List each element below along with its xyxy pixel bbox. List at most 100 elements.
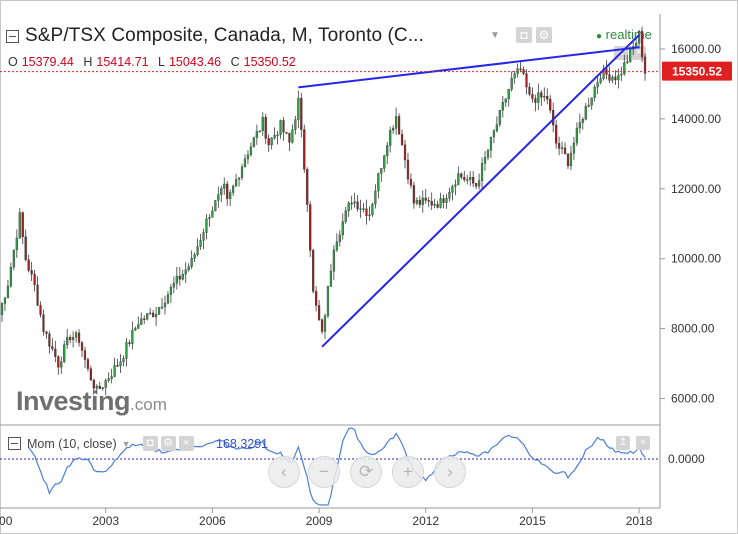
candle-body [181, 274, 184, 280]
settings-icon[interactable]: ◘ [516, 27, 532, 43]
candle-body [252, 137, 255, 148]
candle-body [555, 124, 558, 144]
candle-body [258, 130, 261, 133]
candle-body [534, 98, 537, 103]
candle-body [433, 204, 436, 206]
candle-body [507, 88, 510, 100]
indicator-remove-icon[interactable]: × [636, 436, 650, 450]
candle-body [27, 259, 30, 271]
collapse-icon[interactable] [6, 29, 19, 43]
reset-button[interactable]: ⟳ [350, 456, 382, 488]
indicator-value: 168.3291 [216, 437, 269, 451]
candle-body [492, 130, 496, 138]
candle-body [217, 194, 220, 201]
candle-body [205, 218, 208, 233]
candle-body [389, 130, 392, 146]
candle-body [98, 385, 101, 389]
candle-body [362, 208, 365, 210]
candle-body [169, 287, 173, 295]
candle-body [563, 147, 567, 155]
candle-body [214, 200, 217, 212]
candle-body [134, 328, 137, 331]
indicator-collapse-icon[interactable] [8, 437, 21, 450]
candle-body [226, 183, 229, 199]
candle-body [480, 163, 484, 181]
candle-body [101, 387, 104, 389]
investing-watermark: Investing.com [16, 386, 167, 416]
candle-body [267, 138, 270, 146]
candle-body [489, 136, 493, 151]
candle-body [211, 210, 214, 218]
candle-body [439, 198, 442, 208]
candle-body [626, 61, 629, 63]
candle-body [60, 361, 63, 368]
candle-body [320, 319, 324, 332]
candle-body [637, 31, 641, 44]
candle-body [77, 332, 81, 343]
candle-body [128, 342, 131, 344]
candle-body [42, 314, 45, 332]
zoom-in-button[interactable]: + [392, 456, 424, 488]
candle-body [427, 200, 430, 202]
candle-body [39, 305, 42, 315]
candle-body [569, 152, 573, 167]
candle-body [392, 127, 395, 131]
candle-body [309, 204, 312, 251]
zoom-out-button[interactable]: − [308, 456, 340, 488]
candle-body [383, 155, 386, 169]
candle-body [113, 365, 116, 377]
candle-body [306, 169, 309, 205]
y-tick-label: 6000.00 [671, 392, 715, 406]
candle-body [184, 269, 187, 275]
candle-body [122, 358, 125, 362]
candle-body [617, 74, 620, 81]
candle-body [635, 42, 638, 47]
candle-body [178, 275, 181, 280]
candle-body [457, 173, 460, 185]
candle-body [498, 109, 501, 125]
indicator-pin-icon[interactable]: ↥ [616, 436, 630, 450]
candle-body [300, 97, 303, 130]
current-price-tag: 15350.52 [662, 61, 732, 81]
candle-body [240, 166, 244, 178]
candle-body [279, 120, 282, 136]
candle-body [454, 184, 457, 187]
candle-body [501, 102, 504, 111]
candle-body [640, 31, 644, 58]
candle-body [312, 250, 315, 292]
candle-body [557, 143, 561, 149]
candle-body [249, 146, 253, 155]
candle-body [483, 157, 487, 164]
candle-body [581, 119, 584, 123]
scroll-right-button[interactable]: › [434, 456, 466, 488]
candle-body [460, 173, 463, 178]
candle-body [599, 78, 602, 83]
candle-body [243, 158, 247, 168]
close-value: 15350.52 [243, 55, 296, 69]
scroll-left-button[interactable]: ‹ [268, 456, 300, 488]
realtime-indicator: ● realtime [596, 27, 652, 42]
indicator-settings-icon[interactable]: ◘ [142, 436, 158, 451]
candle-body [291, 129, 294, 143]
candle-body [33, 273, 36, 286]
candle-body [415, 199, 418, 204]
candle-body [116, 365, 119, 367]
candle-body [546, 95, 549, 100]
candle-body [329, 270, 333, 287]
indicator-close-icon[interactable]: × [178, 436, 194, 451]
price-tag-bg [662, 61, 732, 81]
candle-body [69, 337, 72, 341]
high-value: 15414.71 [96, 55, 149, 69]
x-tick-label: 2012 [412, 514, 439, 528]
candle-body [72, 337, 75, 341]
caret-down-icon[interactable]: ▼ [490, 30, 500, 41]
realtime-dot-icon: ● [596, 31, 603, 42]
gear-icon[interactable]: ⚙ [536, 27, 552, 43]
indicator-caret-icon[interactable]: ▼ [121, 438, 131, 449]
indicator-gear-icon[interactable]: ⚙ [160, 436, 176, 451]
candle-body [234, 179, 238, 187]
candle-body [149, 312, 152, 315]
candle-body [537, 92, 540, 103]
candle-body [104, 380, 107, 388]
